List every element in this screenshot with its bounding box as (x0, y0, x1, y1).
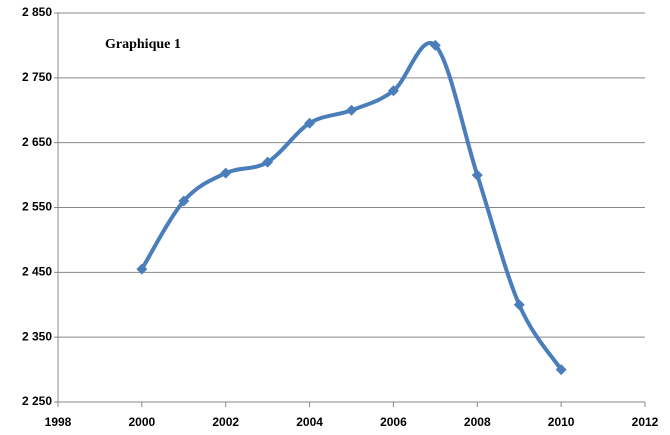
chart-title: Graphique 1 (105, 37, 181, 52)
marker (178, 195, 190, 207)
x-tick-label: 1998 (45, 415, 72, 429)
marker (471, 169, 483, 181)
marker (346, 104, 357, 116)
x-tick-label: 2012 (632, 415, 659, 429)
marker (387, 85, 399, 97)
x-tick-label: 2004 (296, 415, 323, 429)
y-tick-label: 2 250 (22, 394, 52, 408)
y-tick-label: 2 550 (22, 200, 52, 214)
x-tick-label: 2006 (380, 415, 407, 429)
marker (513, 299, 525, 311)
x-tick-label: 2008 (464, 415, 491, 429)
marker (555, 364, 567, 376)
y-tick-label: 2 850 (22, 5, 52, 19)
marker (304, 117, 316, 129)
x-tick-label: 2002 (212, 415, 239, 429)
marker (429, 39, 441, 51)
y-tick-label: 2 650 (22, 135, 52, 149)
marker (220, 167, 232, 179)
line (140, 40, 563, 371)
y-tick-label: 2 750 (22, 70, 52, 84)
y-tick-label: 2 350 (22, 329, 52, 343)
marker (262, 156, 274, 168)
marker (136, 263, 148, 275)
x-tick-label: 2000 (129, 415, 156, 429)
y-tick-label: 2 450 (22, 265, 52, 279)
x-tick-label: 2010 (548, 415, 575, 429)
